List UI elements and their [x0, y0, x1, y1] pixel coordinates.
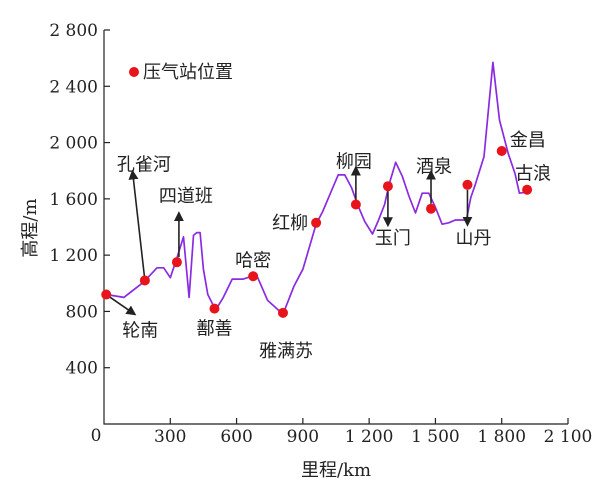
- y-tick-label: 1 600: [49, 190, 98, 210]
- x-axis-title: 里程/km: [301, 460, 371, 481]
- station-marker: [277, 307, 288, 318]
- y-tick-label: 2 000: [49, 134, 98, 154]
- station-marker: [522, 184, 533, 195]
- station-label: 柳园: [336, 151, 372, 172]
- legend-marker: [129, 67, 139, 77]
- chart-axes: [103, 30, 568, 425]
- station-label: 玉门: [375, 228, 411, 249]
- origin-label: 0: [91, 426, 102, 446]
- station-label: 雅满苏: [259, 341, 313, 362]
- y-tick-label: 800: [66, 302, 98, 322]
- station-marker: [101, 289, 112, 300]
- station-marker: [139, 275, 150, 286]
- station-marker: [496, 146, 507, 157]
- station-markers: [101, 146, 533, 318]
- station-arrow: [105, 293, 137, 316]
- station-label: 古浪: [515, 164, 551, 185]
- station-label: 孔雀河: [117, 154, 171, 175]
- station-marker: [350, 199, 361, 210]
- station-marker: [426, 203, 437, 214]
- y-tick-label: 1 200: [49, 246, 98, 266]
- x-tick-label: 1 500: [411, 427, 460, 447]
- y-axis-ticks: 400 800 1 200 1 600 2 000 2 400 2 800: [49, 21, 110, 379]
- y-tick-label: 400: [66, 359, 98, 379]
- station-marker: [462, 179, 473, 190]
- x-tick-label: 300: [154, 427, 186, 447]
- x-tick-label: 1 200: [345, 427, 394, 447]
- station-label: 鄯善: [196, 319, 232, 340]
- station-label: 山丹: [455, 228, 491, 249]
- station-marker: [209, 303, 220, 314]
- legend-label: 压气站位置: [143, 62, 233, 83]
- station-marker: [311, 217, 322, 228]
- x-tick-label: 1 800: [477, 427, 526, 447]
- station-marker: [171, 257, 182, 268]
- x-tick-label: 900: [287, 427, 319, 447]
- station-label: 酒泉: [416, 157, 452, 178]
- station-label: 哈密: [235, 250, 271, 271]
- station-label: 四道班: [159, 186, 213, 207]
- station-label: 轮南: [122, 321, 158, 342]
- y-axis-title: 高程/m: [20, 198, 41, 257]
- x-tick-label: 600: [220, 427, 252, 447]
- station-label: 红柳: [272, 213, 308, 234]
- x-axis-ticks: 300 600 900 1 200 1 500 1 800 2 100: [154, 418, 592, 447]
- station-marker: [248, 271, 259, 282]
- station-arrows: [105, 165, 473, 316]
- x-tick-label: 2 100: [544, 427, 593, 447]
- y-tick-label: 2 400: [49, 77, 98, 97]
- y-tick-label: 2 800: [49, 21, 98, 41]
- legend: 压气站位置: [129, 62, 233, 83]
- station-marker: [382, 181, 393, 192]
- station-arrow: [128, 169, 146, 281]
- station-label: 金昌: [510, 130, 546, 151]
